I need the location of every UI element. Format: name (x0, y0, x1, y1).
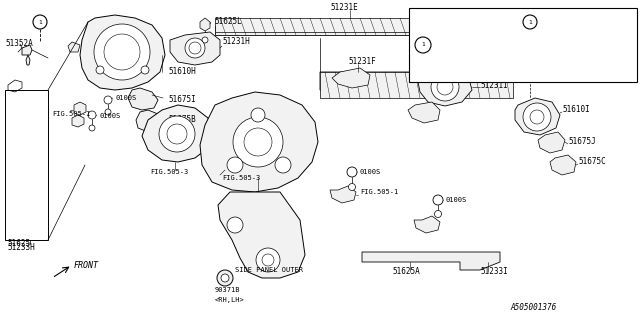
Text: A505001376: A505001376 (510, 303, 556, 313)
Text: (1804-  ): (1804- ) (556, 59, 598, 68)
Text: 1: 1 (421, 43, 425, 47)
Text: M810005: M810005 (466, 59, 498, 68)
Text: 51675I: 51675I (168, 95, 196, 105)
Polygon shape (136, 110, 162, 132)
Circle shape (94, 24, 150, 80)
Polygon shape (80, 15, 165, 90)
Circle shape (523, 103, 551, 131)
Polygon shape (128, 88, 158, 110)
Polygon shape (215, 26, 460, 35)
Text: 51352B: 51352B (550, 53, 578, 62)
Circle shape (519, 59, 531, 71)
Circle shape (256, 248, 280, 272)
Text: FIG.505-1: FIG.505-1 (360, 189, 398, 195)
Text: M810004: M810004 (466, 22, 498, 31)
Text: 51625A: 51625A (392, 268, 420, 276)
Polygon shape (515, 98, 560, 135)
Circle shape (159, 116, 195, 152)
Text: FIG.505-3: FIG.505-3 (222, 175, 260, 181)
Polygon shape (418, 68, 472, 106)
Text: ( -1804): ( -1804) (559, 22, 595, 31)
Text: FIG.505-1: FIG.505-1 (52, 111, 90, 117)
Text: 0100S: 0100S (99, 113, 120, 119)
Circle shape (202, 37, 208, 43)
Circle shape (105, 109, 111, 115)
Text: 51352A: 51352A (5, 39, 33, 49)
Bar (409, 8, 637, 82)
Text: 0100S: 0100S (115, 95, 136, 101)
Text: 51231E: 51231E (330, 4, 358, 12)
Circle shape (88, 111, 96, 119)
Text: 51610H: 51610H (168, 68, 196, 76)
Circle shape (141, 66, 149, 74)
Circle shape (33, 15, 47, 29)
Polygon shape (218, 192, 305, 278)
Text: 51610I: 51610I (562, 106, 589, 115)
Polygon shape (74, 102, 86, 115)
Polygon shape (170, 32, 220, 65)
Polygon shape (320, 72, 513, 98)
Circle shape (227, 217, 243, 233)
Circle shape (217, 270, 233, 286)
Circle shape (221, 274, 229, 282)
Polygon shape (330, 186, 356, 203)
Polygon shape (68, 42, 80, 52)
Circle shape (104, 96, 112, 104)
Circle shape (415, 37, 431, 53)
Text: SIDE PANEL OUTER: SIDE PANEL OUTER (235, 267, 303, 273)
Circle shape (349, 183, 355, 190)
Polygon shape (414, 216, 440, 233)
Text: 51233I: 51233I (480, 268, 508, 276)
Circle shape (233, 117, 283, 167)
Polygon shape (200, 92, 318, 192)
Polygon shape (362, 252, 500, 270)
Polygon shape (506, 52, 548, 80)
Text: 51233H: 51233H (7, 244, 35, 252)
Text: FRONT: FRONT (74, 261, 99, 270)
Text: 0100S: 0100S (360, 169, 381, 175)
Polygon shape (550, 155, 576, 175)
Text: FIG.505-3: FIG.505-3 (150, 169, 188, 175)
Circle shape (251, 108, 265, 122)
Circle shape (96, 66, 104, 74)
Text: 51231F: 51231F (348, 58, 376, 67)
Text: 51675C: 51675C (578, 157, 605, 166)
Polygon shape (538, 132, 565, 153)
Polygon shape (22, 45, 32, 55)
Text: 1: 1 (38, 20, 42, 25)
Polygon shape (26, 55, 30, 65)
Text: 51231H: 51231H (222, 37, 250, 46)
Circle shape (275, 157, 291, 173)
Polygon shape (408, 102, 440, 123)
Circle shape (185, 38, 205, 58)
Text: 51231I: 51231I (480, 81, 508, 90)
Polygon shape (142, 105, 212, 162)
Circle shape (523, 15, 537, 29)
Text: 51625L: 51625L (214, 18, 242, 27)
Circle shape (89, 125, 95, 131)
Polygon shape (215, 18, 460, 32)
Polygon shape (200, 18, 210, 31)
Text: 0100S: 0100S (446, 197, 467, 203)
Polygon shape (320, 72, 513, 90)
Text: <RH,LH>: <RH,LH> (215, 297, 244, 303)
Polygon shape (524, 38, 534, 50)
Circle shape (431, 73, 459, 101)
Circle shape (227, 157, 243, 173)
Text: 51675J: 51675J (568, 138, 596, 147)
Text: 51625: 51625 (7, 239, 30, 249)
Text: 51675B: 51675B (168, 116, 196, 124)
Circle shape (347, 167, 357, 177)
Polygon shape (332, 68, 370, 88)
Polygon shape (72, 115, 84, 127)
Circle shape (433, 195, 443, 205)
Text: 1: 1 (528, 20, 532, 25)
Circle shape (435, 211, 442, 218)
Text: 90371B: 90371B (215, 287, 241, 293)
